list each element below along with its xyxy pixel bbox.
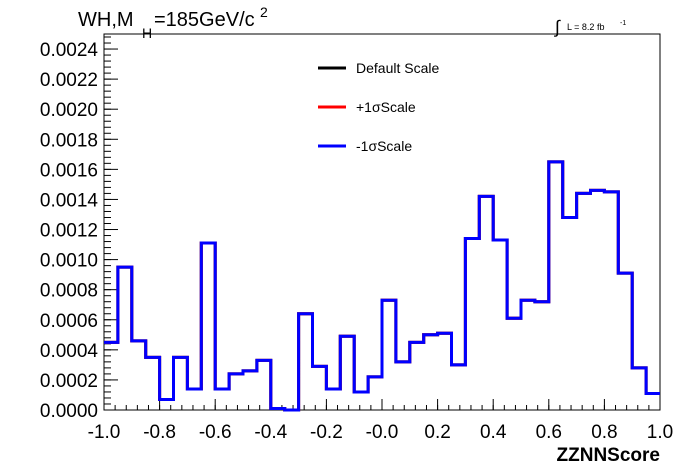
title-sub: H bbox=[142, 25, 152, 41]
series-line-2 bbox=[104, 160, 660, 412]
legend-label: Default Scale bbox=[356, 60, 439, 76]
x-tick-label: -0.0 bbox=[366, 422, 399, 443]
x-tick-label: -0.8 bbox=[143, 422, 176, 443]
y-tick-label: 0.0020 bbox=[40, 100, 98, 121]
y-tick-label: 0.0022 bbox=[40, 70, 98, 91]
integral-sign: ∫ bbox=[553, 17, 561, 37]
title-sup: 2 bbox=[260, 4, 268, 20]
x-axis-label: ZZNNScore bbox=[557, 445, 660, 466]
y-tick-label: 0.0012 bbox=[40, 221, 98, 242]
x-tick-label: 1.0 bbox=[647, 422, 673, 443]
legend: Default Scale +1σScale -1σScale bbox=[318, 60, 439, 154]
y-tick-label: 0.0010 bbox=[40, 251, 98, 272]
x-axis: -1.0 -0.8 -0.6 -0.4 -0.2 -0.0 0.2 0.4 0.6 0.8 1.0 bbox=[88, 399, 673, 443]
x-tick-label: -0.6 bbox=[199, 422, 232, 443]
y-tick-label: 0.0004 bbox=[40, 341, 99, 362]
y-tick-label: 0.0002 bbox=[40, 371, 98, 392]
y-tick-label: 0.0000 bbox=[40, 401, 98, 422]
y-tick-label: 0.0016 bbox=[40, 160, 98, 181]
y-tick-label: 0.0014 bbox=[40, 190, 99, 211]
y-tick-label: 0.0008 bbox=[40, 281, 98, 302]
y-tick-label: 0.0006 bbox=[40, 311, 98, 332]
legend-label: -1σScale bbox=[356, 138, 412, 154]
series-layer bbox=[104, 160, 660, 412]
lumi-sup: -1 bbox=[620, 20, 626, 27]
x-tick-label: 0.2 bbox=[424, 422, 450, 443]
legend-label: +1σScale bbox=[356, 99, 416, 115]
x-tick-label: 0.6 bbox=[536, 422, 562, 443]
x-tick-label: 0.8 bbox=[591, 422, 617, 443]
y-tick-label: 0.0018 bbox=[40, 130, 98, 151]
chart-title: WH,M H =185GeV/c 2 bbox=[78, 4, 268, 41]
x-tick-label: 0.4 bbox=[480, 422, 507, 443]
title-main: WH,M bbox=[78, 9, 134, 31]
x-tick-label: -0.2 bbox=[310, 422, 343, 443]
y-axis: 0.0000 0.0002 0.0004 0.0006 0.0008 0.0010 0.00… bbox=[40, 36, 118, 422]
lumi-text: L = 8.2 fb bbox=[567, 22, 604, 32]
x-tick-label: -0.4 bbox=[254, 422, 287, 443]
x-tick-label: -1.0 bbox=[88, 422, 121, 443]
title-rest: =185GeV/c bbox=[154, 9, 255, 31]
lumi-label: ∫ L = 8.2 fb -1 bbox=[553, 17, 626, 37]
y-tick-label: 0.0024 bbox=[40, 40, 99, 61]
